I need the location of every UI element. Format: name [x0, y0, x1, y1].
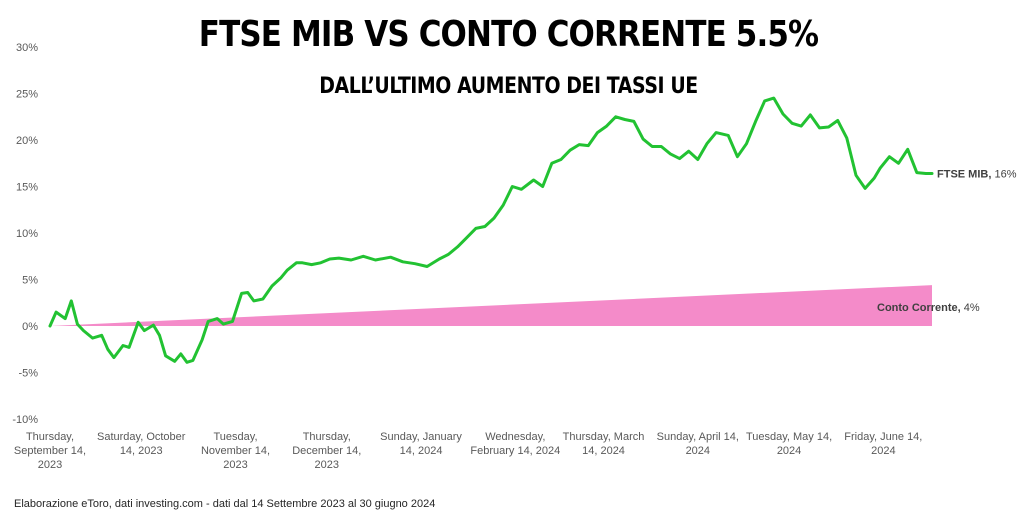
y-tick-label: 10%: [16, 228, 38, 240]
x-tick-label-line: 2024: [686, 445, 710, 457]
x-tick-label-line: November 14,: [201, 445, 270, 457]
series-label-ftse-mib: FTSE MIB, 16%: [937, 168, 1017, 180]
x-tick-label-line: Saturday, October: [97, 431, 186, 443]
x-tick-label: Sunday, April 14, 2024: [657, 431, 739, 457]
x-tick-label: Thursday, December 14, 2023: [292, 431, 361, 471]
x-tick-label: Thursday, March 14, 2024: [563, 431, 645, 457]
y-tick-label: 25%: [16, 89, 38, 101]
x-tick-label: Friday, June 14, 2024: [844, 431, 922, 457]
series-label-conto-corrente: Conto Corrente, 4%: [877, 302, 980, 314]
x-tick-label: Thursday, September 14, 2023: [14, 431, 86, 471]
x-tick-label-line: February 14, 2024: [470, 445, 560, 457]
y-tick-label: -5%: [18, 368, 38, 380]
x-tick-label: Wednesday, February 14, 2024: [470, 431, 560, 457]
x-tick-label-line: Sunday, January: [380, 431, 462, 443]
y-tick-label: 30%: [16, 42, 38, 54]
series-label-name: Conto Corrente,: [877, 302, 964, 314]
x-tick-label-line: 2024: [777, 445, 801, 457]
y-tick-label: -10%: [12, 414, 38, 426]
series-label-value: 16%: [994, 168, 1016, 180]
x-tick-label-line: 14, 2023: [120, 445, 163, 457]
y-tick-label: 0%: [22, 321, 38, 333]
x-tick-label-line: Sunday, April 14,: [657, 431, 739, 443]
y-tick-label: 5%: [22, 275, 38, 287]
x-tick-label-line: 2024: [871, 445, 895, 457]
x-tick-label: Sunday, January 14, 2024: [380, 431, 462, 457]
source-note: Elaborazione eToro, dati investing.com -…: [14, 498, 436, 510]
series-label-name: FTSE MIB,: [937, 168, 994, 180]
x-tick-label-line: December 14,: [292, 445, 361, 457]
x-tick-label-line: 14, 2024: [582, 445, 625, 457]
x-tick-label-line: 2023: [223, 459, 247, 471]
x-tick-label-line: Thursday,: [26, 431, 74, 443]
chart-title: FTSE MIB VS CONTO CORRENTE 5.5%: [198, 14, 819, 55]
series-label-value: 4%: [964, 302, 980, 314]
y-tick-label: 15%: [16, 182, 38, 194]
x-tick-label-line: Tuesday, May 14,: [746, 431, 832, 443]
series-conto-corrente-area: [50, 285, 932, 326]
x-tick-label-line: Wednesday,: [485, 431, 545, 443]
x-tick-label: Tuesday, November 14, 2023: [201, 431, 270, 471]
y-tick-label: 20%: [16, 135, 38, 147]
x-tick-label: Saturday, October 14, 2023: [97, 431, 186, 457]
x-tick-label-line: September 14,: [14, 445, 86, 457]
x-tick-label: Tuesday, May 14, 2024: [746, 431, 832, 457]
x-tick-label-line: Friday, June 14,: [844, 431, 922, 443]
x-tick-label-line: Tuesday,: [214, 431, 258, 443]
x-tick-label-line: 14, 2024: [400, 445, 443, 457]
x-tick-label-line: Thursday,: [303, 431, 351, 443]
x-tick-label-line: Thursday, March: [563, 431, 645, 443]
x-tick-label-line: 2023: [38, 459, 62, 471]
x-tick-label-line: 2023: [315, 459, 339, 471]
chart-subtitle: DALL’ULTIMO AUMENTO DEI TASSI UE: [319, 74, 698, 99]
series-ftse-mib-line: [48, 96, 934, 364]
